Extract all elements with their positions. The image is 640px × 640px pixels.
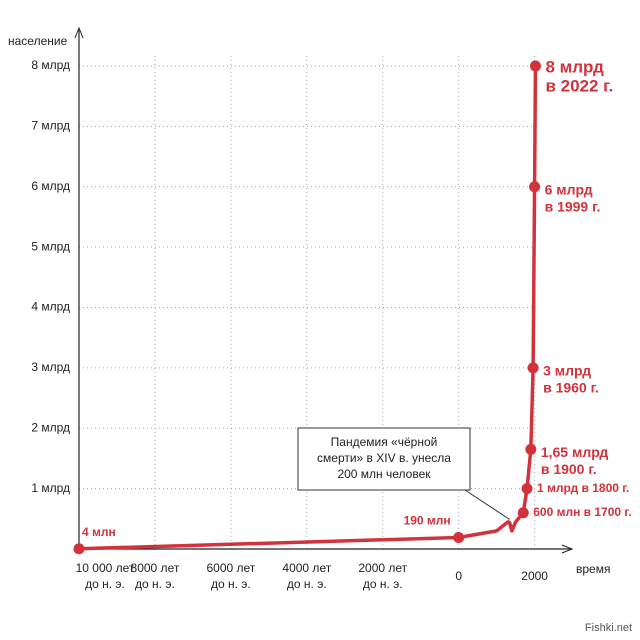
- point: [517, 507, 529, 519]
- point: [73, 543, 85, 555]
- y-tick-label: 5 млрд: [31, 239, 70, 253]
- x-tick-label: 0: [455, 569, 462, 583]
- value-label: 4 млн: [82, 525, 116, 539]
- x-tick-label: 8000 лет до н. э.: [131, 561, 180, 591]
- x-tick-label: 2000: [521, 569, 548, 583]
- annotation-leader: [464, 489, 510, 520]
- y-tick-label: 2 млрд: [31, 420, 70, 434]
- value-label: 190 млн: [404, 514, 451, 528]
- value-label: 1 млрд в 1800 г.: [537, 481, 629, 495]
- point: [527, 362, 539, 374]
- y-tick-label: 6 млрд: [31, 179, 70, 193]
- point: [529, 60, 541, 72]
- point: [525, 443, 537, 455]
- x-axis-label: время: [576, 562, 610, 576]
- y-tick-label: 7 млрд: [31, 119, 70, 133]
- point: [521, 483, 533, 495]
- watermark: Fishki.net: [585, 622, 632, 634]
- value-label: 1,65 млрд в 1900 г.: [541, 444, 609, 477]
- y-axis-arrow: [74, 26, 84, 39]
- value-label: 600 млн в 1700 г.: [533, 505, 631, 519]
- x-tick-label: 10 000 лет до н. э.: [76, 561, 135, 591]
- x-tick-label: 2000 лет до н. э.: [358, 561, 407, 591]
- y-tick-label: 3 млрд: [31, 360, 70, 374]
- annotation: Пандемия «чёрной смерти» в XIV в. унесла 2…: [317, 435, 451, 481]
- y-tick-label: 4 млрд: [31, 300, 70, 314]
- y-axis-label: население: [8, 34, 68, 48]
- value-label: 6 млрд в 1999 г.: [545, 181, 601, 214]
- x-tick-label: 4000 лет до н. э.: [282, 561, 331, 591]
- annotation-box: [297, 427, 471, 491]
- value-label: 8 млрд в 2022 г.: [545, 58, 613, 96]
- y-tick-label: 1 млрд: [31, 481, 70, 495]
- y-tick-label: 8 млрд: [31, 58, 70, 72]
- value-label: 3 млрд в 1960 г.: [543, 362, 599, 395]
- x-tick-label: 6000 лет до н. э.: [206, 561, 255, 591]
- x-axis-arrow: [561, 544, 574, 554]
- point: [529, 181, 541, 193]
- point: [453, 532, 465, 544]
